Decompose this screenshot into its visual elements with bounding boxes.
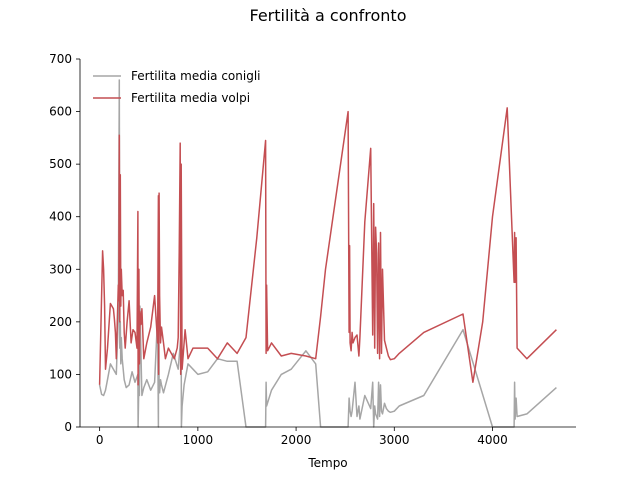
series-layer xyxy=(98,79,557,428)
y-tick-label: 700 xyxy=(49,52,72,66)
series-line-2 xyxy=(98,107,557,386)
y-tick-label: 200 xyxy=(49,315,72,329)
y-tick-label: 100 xyxy=(49,367,72,381)
x-ticks: 0 1000 2000 3000 4000 xyxy=(96,427,508,447)
y-tick-label: 0 xyxy=(64,420,72,434)
x-axis-label: Tempo xyxy=(307,456,347,470)
x-tick-label: 3000 xyxy=(379,433,410,447)
x-tick-label: 2000 xyxy=(281,433,312,447)
y-tick-label: 600 xyxy=(49,105,72,119)
y-tick-label: 500 xyxy=(49,157,72,171)
legend-label-1: Fertilita media conigli xyxy=(131,69,261,83)
chart-title: Fertilità a confronto xyxy=(250,6,407,25)
x-tick-label: 1000 xyxy=(183,433,214,447)
y-tick-label: 300 xyxy=(49,262,72,276)
legend-label-2: Fertilita media volpi xyxy=(131,91,250,105)
legend: Fertilita media conigli Fertilita media v… xyxy=(93,69,261,105)
y-tick-label: 400 xyxy=(49,210,72,224)
x-tick-label: 0 xyxy=(96,433,104,447)
x-tick-label: 4000 xyxy=(477,433,508,447)
y-ticks: 0 100 200 300 400 500 600 700 xyxy=(49,52,80,434)
